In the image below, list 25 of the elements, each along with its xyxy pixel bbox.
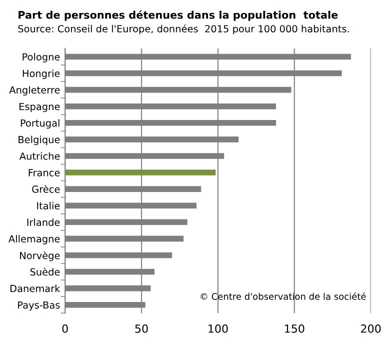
- bar: [65, 170, 216, 176]
- chart-title: Part de personnes détenues dans la population totale: [18, 10, 338, 21]
- y-tick-label: Allemagne: [8, 234, 60, 244]
- x-tick-label: 150: [285, 324, 304, 333]
- chart-subtitle: Source: Conseil de l'Europe, données 2015 pour 100 000 habitants.: [18, 24, 349, 34]
- y-tick-label: Espagne: [20, 102, 60, 112]
- y-tick-label: Portugal: [20, 119, 60, 129]
- y-tick-label: Italie: [37, 202, 60, 210]
- x-tick-label: 100: [208, 324, 228, 333]
- y-tick-label: France: [28, 169, 60, 176]
- y-tick-label: Danemark: [10, 284, 60, 292]
- x-tick-label: 50: [135, 324, 148, 333]
- y-tick-label: Suède: [30, 268, 60, 276]
- y-tick-label: Angleterre: [9, 86, 60, 96]
- y-tick-label: Pays-Bas: [18, 301, 60, 311]
- y-tick-label: Autriche: [19, 152, 60, 160]
- x-tick-label: 200: [361, 324, 381, 333]
- y-tick-label: Norvège: [20, 251, 60, 262]
- annotation: © Centre d'observation de la société: [200, 292, 366, 300]
- x-tick-label: 0: [62, 324, 68, 333]
- y-tick-label: Pologne: [22, 53, 60, 62]
- y-tick-label: Grèce: [32, 184, 60, 193]
- y-tick-label: Irlande: [27, 218, 60, 226]
- y-tick-label: Belgique: [18, 136, 60, 146]
- y-tick-label: Hongrie: [22, 70, 60, 79]
